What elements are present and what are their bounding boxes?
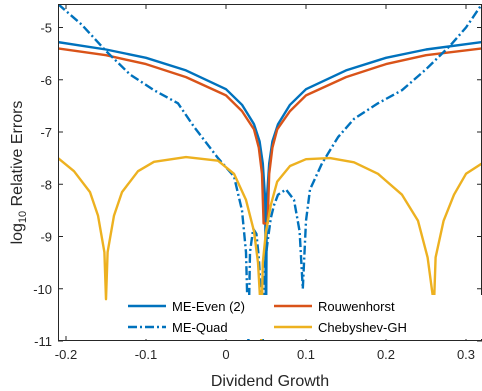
y-tick-label: -7 — [40, 125, 52, 140]
series-line-me-quad — [58, 4, 482, 341]
x-axis-label: Dividend Growth — [211, 373, 329, 390]
x-tick-label: 0.3 — [457, 347, 475, 362]
legend-label: ME-Even (2) — [172, 299, 245, 314]
y-tick-label: -10 — [33, 282, 52, 297]
axis-ticks: -0.2 -0.1 0 0.1 0.2 0.3 -5 -6 -7 -8 -9 -10 -11 — [33, 4, 482, 362]
legend: ME-Even (2) Rouwenhorst ME-Quad Chebyshev-G… — [122, 295, 482, 339]
series-line-rouwenhorst — [58, 47, 482, 225]
series-lines — [58, 4, 482, 341]
y-tick-label: -6 — [40, 73, 52, 88]
y-axis-label-rest: Relative Errors — [9, 101, 26, 211]
x-tick-label: 0 — [222, 347, 229, 362]
y-tick-label: -9 — [40, 230, 52, 245]
legend-background — [122, 295, 482, 339]
legend-label: ME-Quad — [172, 320, 228, 335]
legend-label: Chebyshev-GH — [318, 320, 407, 335]
y-axis-label-subscript: 10 — [17, 211, 29, 223]
legend-label: Rouwenhorst — [318, 299, 395, 314]
y-tick-label: -5 — [40, 21, 52, 36]
x-tick-label: -0.1 — [135, 347, 157, 362]
x-tick-label: -0.2 — [55, 347, 77, 362]
series-line-me-even-2 — [58, 40, 482, 337]
x-tick-label: 0.2 — [377, 347, 395, 362]
y-tick-label: -8 — [40, 177, 52, 192]
x-tick-label: 0.1 — [297, 347, 315, 362]
y-axis-label-log: log — [9, 223, 26, 244]
y-tick-label: -11 — [34, 334, 52, 349]
y-axis-label: log10 Relative Errors — [9, 101, 29, 245]
